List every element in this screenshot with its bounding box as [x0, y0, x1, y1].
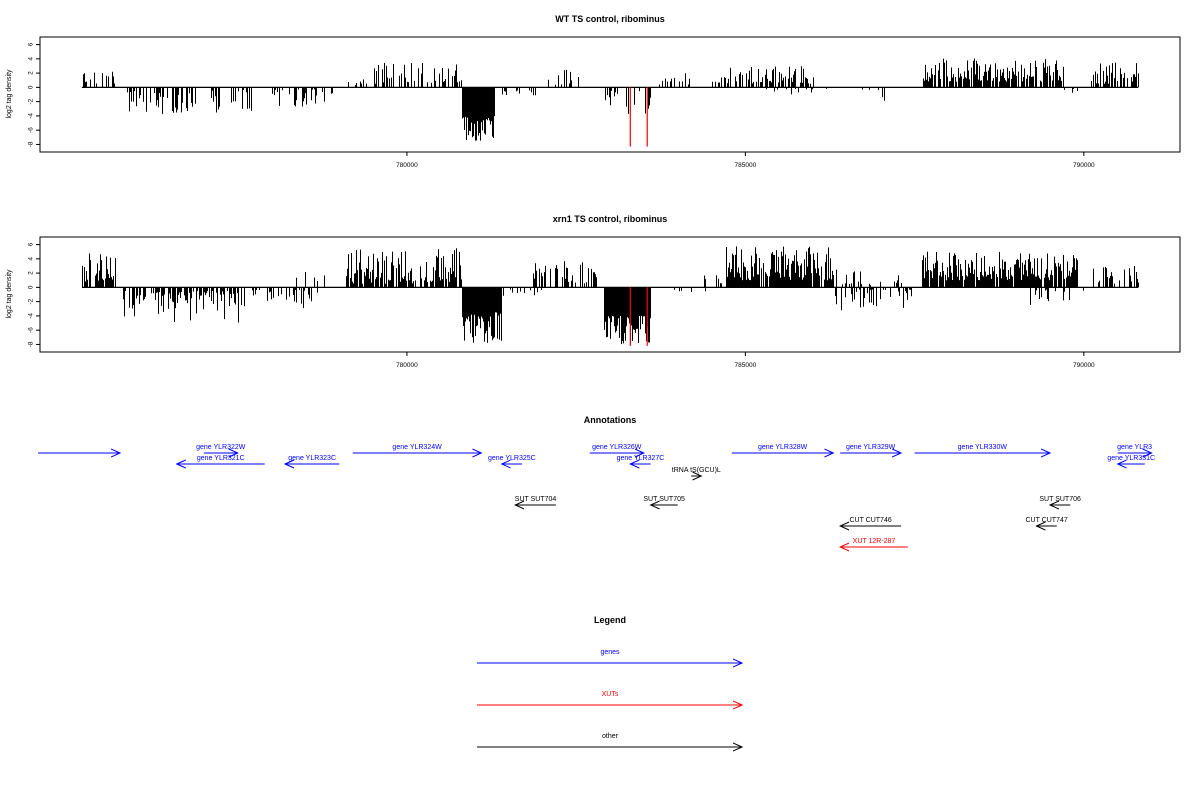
annotation-feature: gene YLR329W [840, 444, 901, 453]
annotation-label: gene YLR323C [288, 455, 336, 462]
annotation-label: gene YLR328W [758, 444, 808, 451]
annotation-feature: SUT SUT704 [515, 496, 557, 505]
x-axis-xrn1: 780000 785000 790000 [396, 352, 1095, 369]
annotation-label: SUT SUT706 [1039, 496, 1081, 503]
y-axis-xrn1: 6 4 2 0 -2 -4 -6 -8 [28, 242, 40, 347]
y-tick-label: 0 [28, 285, 35, 289]
annotation-label: gene YLR329W [846, 444, 896, 451]
legend-item: genes [477, 649, 742, 663]
annotation-label: gene YLR325C [488, 455, 536, 462]
annotation-label: tRNA tS(GCU)L [672, 467, 721, 474]
plot-frame-xrn1 [39, 236, 1181, 353]
legend-items: genes XUTs other [477, 649, 742, 747]
y-axis-label-xrn1: log2 tag density [6, 269, 13, 319]
y-tick-label: -2 [28, 298, 35, 304]
annotation-feature: gene YLR3 [1117, 444, 1152, 453]
annotations-title: Annotations [584, 415, 637, 425]
annotation-feature: gene YLR324W [352, 444, 482, 453]
y-tick-label: 0 [28, 85, 35, 89]
y-tick-label: -6 [28, 127, 35, 133]
annotation-label: CUT CUT746 [849, 517, 891, 524]
annotation-label: SUT SUT705 [643, 496, 685, 503]
annotation-feature: gene YLR325C [488, 455, 536, 464]
annotation-feature: gene YLR331C [1107, 455, 1155, 464]
y-tick-label: 4 [28, 57, 35, 61]
annotation-feature: gene YLR323C [285, 455, 340, 464]
annotation-label: SUT SUT704 [515, 496, 557, 503]
y-tick-label: 2 [28, 271, 35, 275]
track-panel-wt: WT TS control, ribominus log2 tag densit… [6, 14, 1181, 169]
legend-title: Legend [594, 615, 626, 625]
annotation-feature: CUT CUT747 [1025, 517, 1068, 526]
annotation-feature: gene YLR327C [617, 455, 665, 464]
y-tick-label: 4 [28, 257, 35, 261]
annotation-label: gene YLR331C [1107, 455, 1155, 462]
x-tick-label: 780000 [396, 362, 418, 369]
annotation-label: gene YLR3 [1117, 444, 1152, 451]
legend-item: other [477, 733, 742, 747]
annotation-feature: tRNA tS(GCU)L [672, 467, 721, 476]
annotation-label: gene YLR330W [958, 444, 1008, 451]
y-tick-label: 6 [28, 242, 35, 246]
annotation-label: gene YLR324W [392, 444, 442, 451]
annotation-feature: CUT CUT746 [840, 517, 902, 526]
y-axis-wt: 6 4 2 0 -2 -4 -6 -8 [28, 42, 40, 147]
annotation-feature: SUT SUT706 [1039, 496, 1081, 505]
annotation-feature: gene YLR330W [914, 444, 1050, 453]
y-tick-label: -6 [28, 327, 35, 333]
annotation-feature: gene YLR321C [177, 455, 265, 464]
track-panel-xrn1: xrn1 TS control, ribominus log2 tag dens… [6, 214, 1181, 369]
annotation-feature: SUT SUT705 [643, 496, 685, 505]
y-axis-label-wt: log2 tag density [6, 69, 13, 119]
legend-item-label: XUTs [602, 691, 619, 698]
coverage-bars-wt [82, 58, 1139, 147]
y-tick-label: -8 [28, 141, 35, 147]
x-axis-wt: 780000 785000 790000 [396, 152, 1095, 169]
legend-item-label: genes [600, 649, 620, 656]
legend-item-label: other [602, 733, 619, 740]
x-tick-label: 780000 [396, 162, 418, 169]
y-tick-label: -4 [28, 113, 35, 119]
annotation-label: gene YLR322W [196, 444, 246, 451]
plot-frame-wt [39, 36, 1181, 153]
annotation-features: gene YLR322W gene YLR321C gene YLR323C gene… [38, 444, 1155, 547]
annotation-feature: XUT 12R-287 [840, 538, 908, 547]
annotation-feature: gene YLR326W [589, 444, 644, 453]
annotation-label: CUT CUT747 [1025, 517, 1067, 524]
x-tick-label: 785000 [735, 362, 757, 369]
y-tick-label: 6 [28, 42, 35, 46]
legend-item: XUTs [477, 691, 742, 705]
annotation-label: gene YLR327C [617, 455, 665, 462]
annotation-feature: gene YLR322W [196, 444, 246, 453]
y-tick-label: -2 [28, 98, 35, 104]
x-tick-label: 790000 [1073, 362, 1095, 369]
annotation-label: gene YLR326W [592, 444, 642, 451]
y-tick-label: 2 [28, 71, 35, 75]
legend-panel: Legend genes XUTs other [477, 615, 742, 747]
x-tick-label: 785000 [735, 162, 757, 169]
track-title-xrn1: xrn1 TS control, ribominus [553, 214, 668, 224]
y-tick-label: -8 [28, 341, 35, 347]
x-tick-label: 790000 [1073, 162, 1095, 169]
annotation-label: gene YLR321C [197, 455, 245, 462]
annotation-feature: gene YLR328W [731, 444, 834, 453]
track-title-wt: WT TS control, ribominus [555, 14, 665, 24]
y-tick-label: -4 [28, 313, 35, 319]
annotation-label: XUT 12R-287 [853, 538, 896, 545]
coverage-bars-xrn1 [82, 246, 1139, 346]
